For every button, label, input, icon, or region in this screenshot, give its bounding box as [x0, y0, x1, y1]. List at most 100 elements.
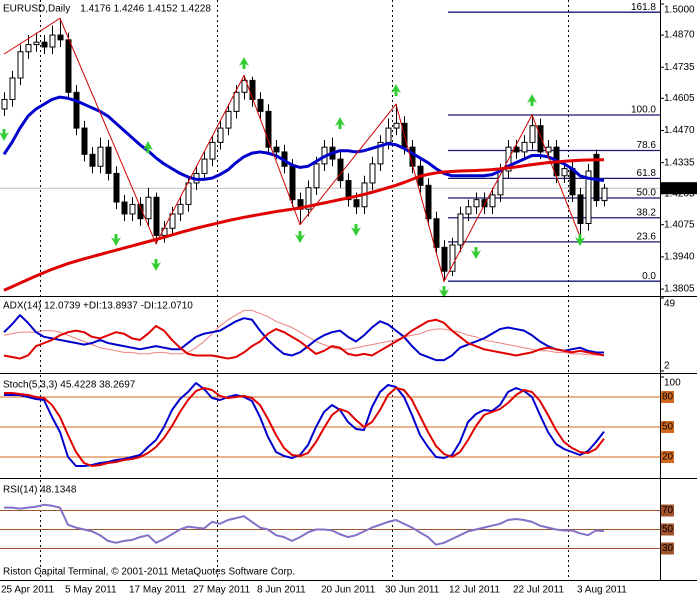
candle-body — [521, 141, 528, 153]
y-tick-label: 1.4605 — [664, 93, 695, 104]
candle-body — [593, 153, 600, 202]
level-label-box — [661, 523, 674, 536]
candle-body — [145, 196, 152, 220]
candle-body — [305, 187, 312, 210]
x-tick-label: 12 Jul 2011 — [449, 585, 500, 596]
fib-label: 50.0 — [637, 188, 657, 199]
candle-body — [425, 184, 432, 220]
fractal-arrow — [111, 234, 121, 247]
candle-body — [113, 172, 120, 203]
fractal-arrow — [575, 234, 585, 247]
candle-body — [473, 199, 480, 208]
fractal-arrow — [0, 129, 9, 142]
y-tick-label: 1.3805 — [664, 284, 695, 295]
zigzag-line — [3, 17, 581, 283]
candle-body — [209, 141, 216, 160]
candle-body — [25, 44, 32, 53]
candle-body — [457, 213, 464, 246]
candle-body — [433, 218, 440, 248]
fib-label: 0.0 — [642, 271, 656, 282]
candle-body — [377, 141, 384, 165]
candle-body — [89, 153, 96, 167]
chart-title: EURUSD,Daily — [3, 4, 70, 15]
fractal-arrow — [239, 56, 249, 69]
indicator-line — [3, 309, 605, 356]
candle-body — [65, 39, 72, 93]
y-tick-label: 1.4075 — [664, 219, 695, 230]
current-price-box — [661, 182, 697, 195]
candle-body — [121, 201, 128, 215]
candle-body — [57, 34, 64, 41]
candle-body — [353, 199, 360, 208]
candle-body — [17, 51, 24, 79]
x-tick-label: 3 Aug 2011 — [577, 585, 627, 596]
y-tick-label: 1.4335 — [664, 157, 695, 168]
candle-body — [41, 41, 48, 48]
y-tick-label: 49 — [664, 299, 676, 310]
candle-body — [225, 110, 232, 129]
candle-body — [153, 196, 160, 236]
x-tick-label: 25 Apr 2011 — [1, 585, 55, 596]
fractal-arrow — [295, 231, 305, 244]
candle-body — [217, 127, 224, 143]
candle-body — [313, 163, 320, 189]
fractal-arrow — [471, 247, 481, 260]
y-tick-label: 100 — [664, 378, 681, 389]
fractal-arrow — [335, 117, 345, 130]
indicator-line — [4, 382, 605, 467]
candle-body — [465, 206, 472, 215]
candle-body — [529, 125, 536, 143]
fib-label: 161.8 — [631, 2, 656, 13]
x-tick-label: 22 Jul 2011 — [513, 585, 564, 596]
level-label-box — [661, 504, 674, 517]
candle-body — [289, 165, 296, 201]
indicator-line — [4, 387, 605, 467]
candle-body — [1, 98, 8, 110]
y-tick-label: 1.5000 — [664, 5, 695, 16]
fib-label: 23.6 — [637, 231, 657, 242]
candle-body — [369, 163, 376, 184]
candle-body — [201, 158, 208, 174]
indicator-line — [4, 503, 605, 546]
fractal-arrow — [143, 141, 153, 154]
fib-label: 100.0 — [631, 105, 656, 116]
indicator-title: Stoch(5,3,3) 45.4228 38.2697 — [3, 380, 136, 391]
y-tick-label: 1.3940 — [664, 252, 695, 263]
candle-body — [273, 146, 280, 153]
x-tick-label: 27 May 2011 — [193, 585, 251, 596]
candle-body — [537, 125, 544, 153]
level-label: 20 — [662, 452, 674, 463]
candle-body — [81, 127, 88, 155]
candle-body — [169, 213, 176, 229]
candle-body — [49, 34, 56, 48]
fractal-arrow — [151, 258, 161, 271]
candle-body — [73, 91, 80, 129]
level-label: 70 — [662, 505, 674, 516]
fib-label: 78.6 — [637, 140, 657, 151]
level-label-box — [661, 542, 674, 555]
candle-body — [441, 246, 448, 272]
x-tick-label: 5 May 2011 — [65, 585, 117, 596]
y-tick-label: 1.4470 — [664, 125, 695, 136]
candle-body — [489, 194, 496, 208]
candle-body — [241, 79, 248, 93]
copyright-footer: Riston Capital Terminal, © 2001-2011 Met… — [3, 567, 295, 578]
candle-body — [257, 98, 264, 112]
candle-body — [249, 79, 256, 100]
fib-label: 61.8 — [637, 168, 657, 179]
x-tick-label: 20 Jun 2011 — [321, 585, 376, 596]
candle-body — [185, 182, 192, 205]
fractal-arrow — [351, 224, 361, 237]
level-label: 50 — [662, 422, 674, 433]
candle-body — [105, 146, 112, 174]
level-label: 80 — [662, 392, 674, 403]
candle-body — [265, 110, 272, 148]
fractal-arrow — [391, 84, 401, 97]
level-label-box — [661, 451, 674, 463]
y-tick-label: 2 — [664, 361, 670, 372]
candle-body — [561, 168, 568, 177]
candle-body — [577, 194, 584, 224]
candle-body — [337, 158, 344, 182]
